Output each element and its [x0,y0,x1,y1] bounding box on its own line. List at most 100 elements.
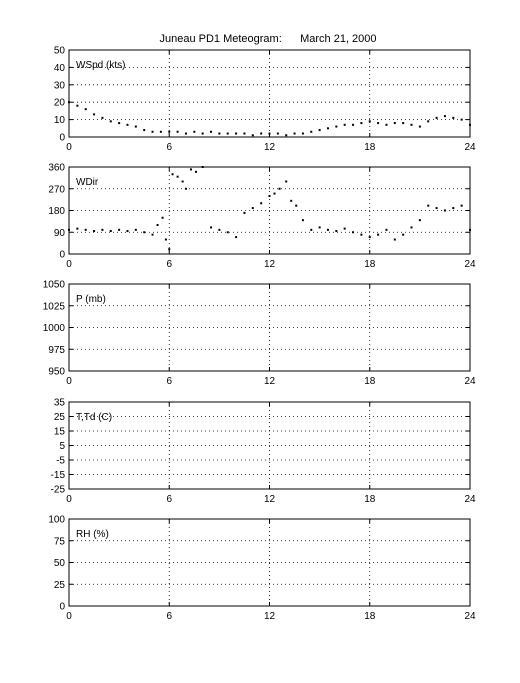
y-tick-label: 50 [54,558,66,569]
data-point [295,204,298,207]
x-tick-label: 18 [364,494,376,505]
data-point [134,125,137,128]
y-tick-label: 15 [54,427,66,438]
data-point [194,170,197,173]
data-point [393,238,396,241]
data-point [427,120,430,123]
y-tick-label: 950 [48,367,65,378]
data-point [301,219,304,222]
y-tick-label: 30 [54,80,66,91]
data-point [68,101,70,104]
y-tick-label: 0 [59,133,65,144]
y-tick-label: 50 [54,46,66,57]
data-point [210,130,213,133]
x-tick-label: 0 [66,494,72,505]
x-tick-label: 6 [166,259,172,270]
data-point [452,207,455,210]
data-point [418,219,421,222]
data-point [285,180,288,183]
x-tick-label: 24 [464,494,476,505]
data-point [452,116,455,119]
x-tick-label: 24 [464,611,476,622]
data-point [318,226,321,229]
x-tick-label: 12 [264,611,276,622]
x-tick-label: 18 [364,142,376,153]
data-point [181,180,184,183]
figure-title: Juneau PD1 Meteogram: March 21, 2000 [159,33,376,45]
y-tick-label: -15 [51,470,66,481]
data-point [109,230,112,233]
data-point [343,227,346,230]
x-tick-label: 6 [166,494,172,505]
data-point [368,120,371,123]
data-point [335,230,338,233]
data-point [260,132,263,135]
y-tick-label: 1025 [43,301,66,312]
data-point [469,228,471,231]
x-tick-label: 12 [264,259,276,270]
data-point [285,134,288,137]
data-point [435,207,438,210]
data-point [343,123,346,126]
data-point [310,130,313,133]
panel-0: 0 6 12 18 24 0 10 20 30 40 50 WSpd (kts) [54,46,476,154]
data-point [293,132,296,135]
data-point [460,204,463,207]
data-point [143,129,146,132]
axes-frame [68,49,471,138]
data-point [273,192,276,195]
x-tick-label: 6 [166,376,172,387]
data-point [335,125,338,128]
data-point [164,238,167,241]
data-point [118,228,121,231]
x-tick-label: 0 [66,142,72,153]
data-point [201,166,204,168]
panel-4: 0 6 12 18 24 0 25 50 75 100 RH (%) [48,515,476,623]
data-point [310,228,313,231]
data-point [410,123,413,126]
panel-label: T,Td (C) [76,412,112,423]
data-point [377,233,380,236]
data-point [243,132,246,135]
data-point [352,123,355,126]
y-tick-label: 1050 [43,280,66,291]
data-point [326,228,329,231]
data-point [402,233,405,236]
y-tick-label: 1000 [43,323,66,334]
x-tick-label: 0 [66,376,72,387]
y-tick-label: 10 [54,115,66,126]
y-tick-label: 35 [54,398,66,409]
data-point [268,195,271,197]
y-tick-label: 90 [54,228,66,239]
x-tick-label: 12 [264,142,276,153]
data-point [171,173,174,176]
data-point [93,113,96,116]
data-point [393,122,396,125]
panel-label: P (mb) [76,294,106,305]
data-point [360,233,363,236]
data-point [301,132,304,135]
data-point [469,123,471,126]
data-point [443,115,446,118]
data-point [251,134,254,137]
y-tick-label: 25 [54,412,66,423]
panel-label: RH (%) [76,529,109,540]
data-point [443,209,446,212]
panel-1: 0 6 12 18 24 0 90 180 270 360 WDir [48,163,476,271]
y-tick-label: 0 [59,602,65,613]
x-tick-label: 12 [264,376,276,387]
data-point [84,228,87,231]
data-point [76,104,79,107]
data-point [151,130,154,133]
x-tick-label: 24 [464,259,476,270]
data-point [76,227,79,230]
data-point [126,230,129,233]
data-point [268,132,271,135]
x-tick-label: 24 [464,142,476,153]
x-tick-label: 0 [66,259,72,270]
data-point [360,122,363,125]
y-tick-label: 5 [59,441,65,452]
data-point [109,120,112,123]
y-tick-label: 25 [54,580,66,591]
